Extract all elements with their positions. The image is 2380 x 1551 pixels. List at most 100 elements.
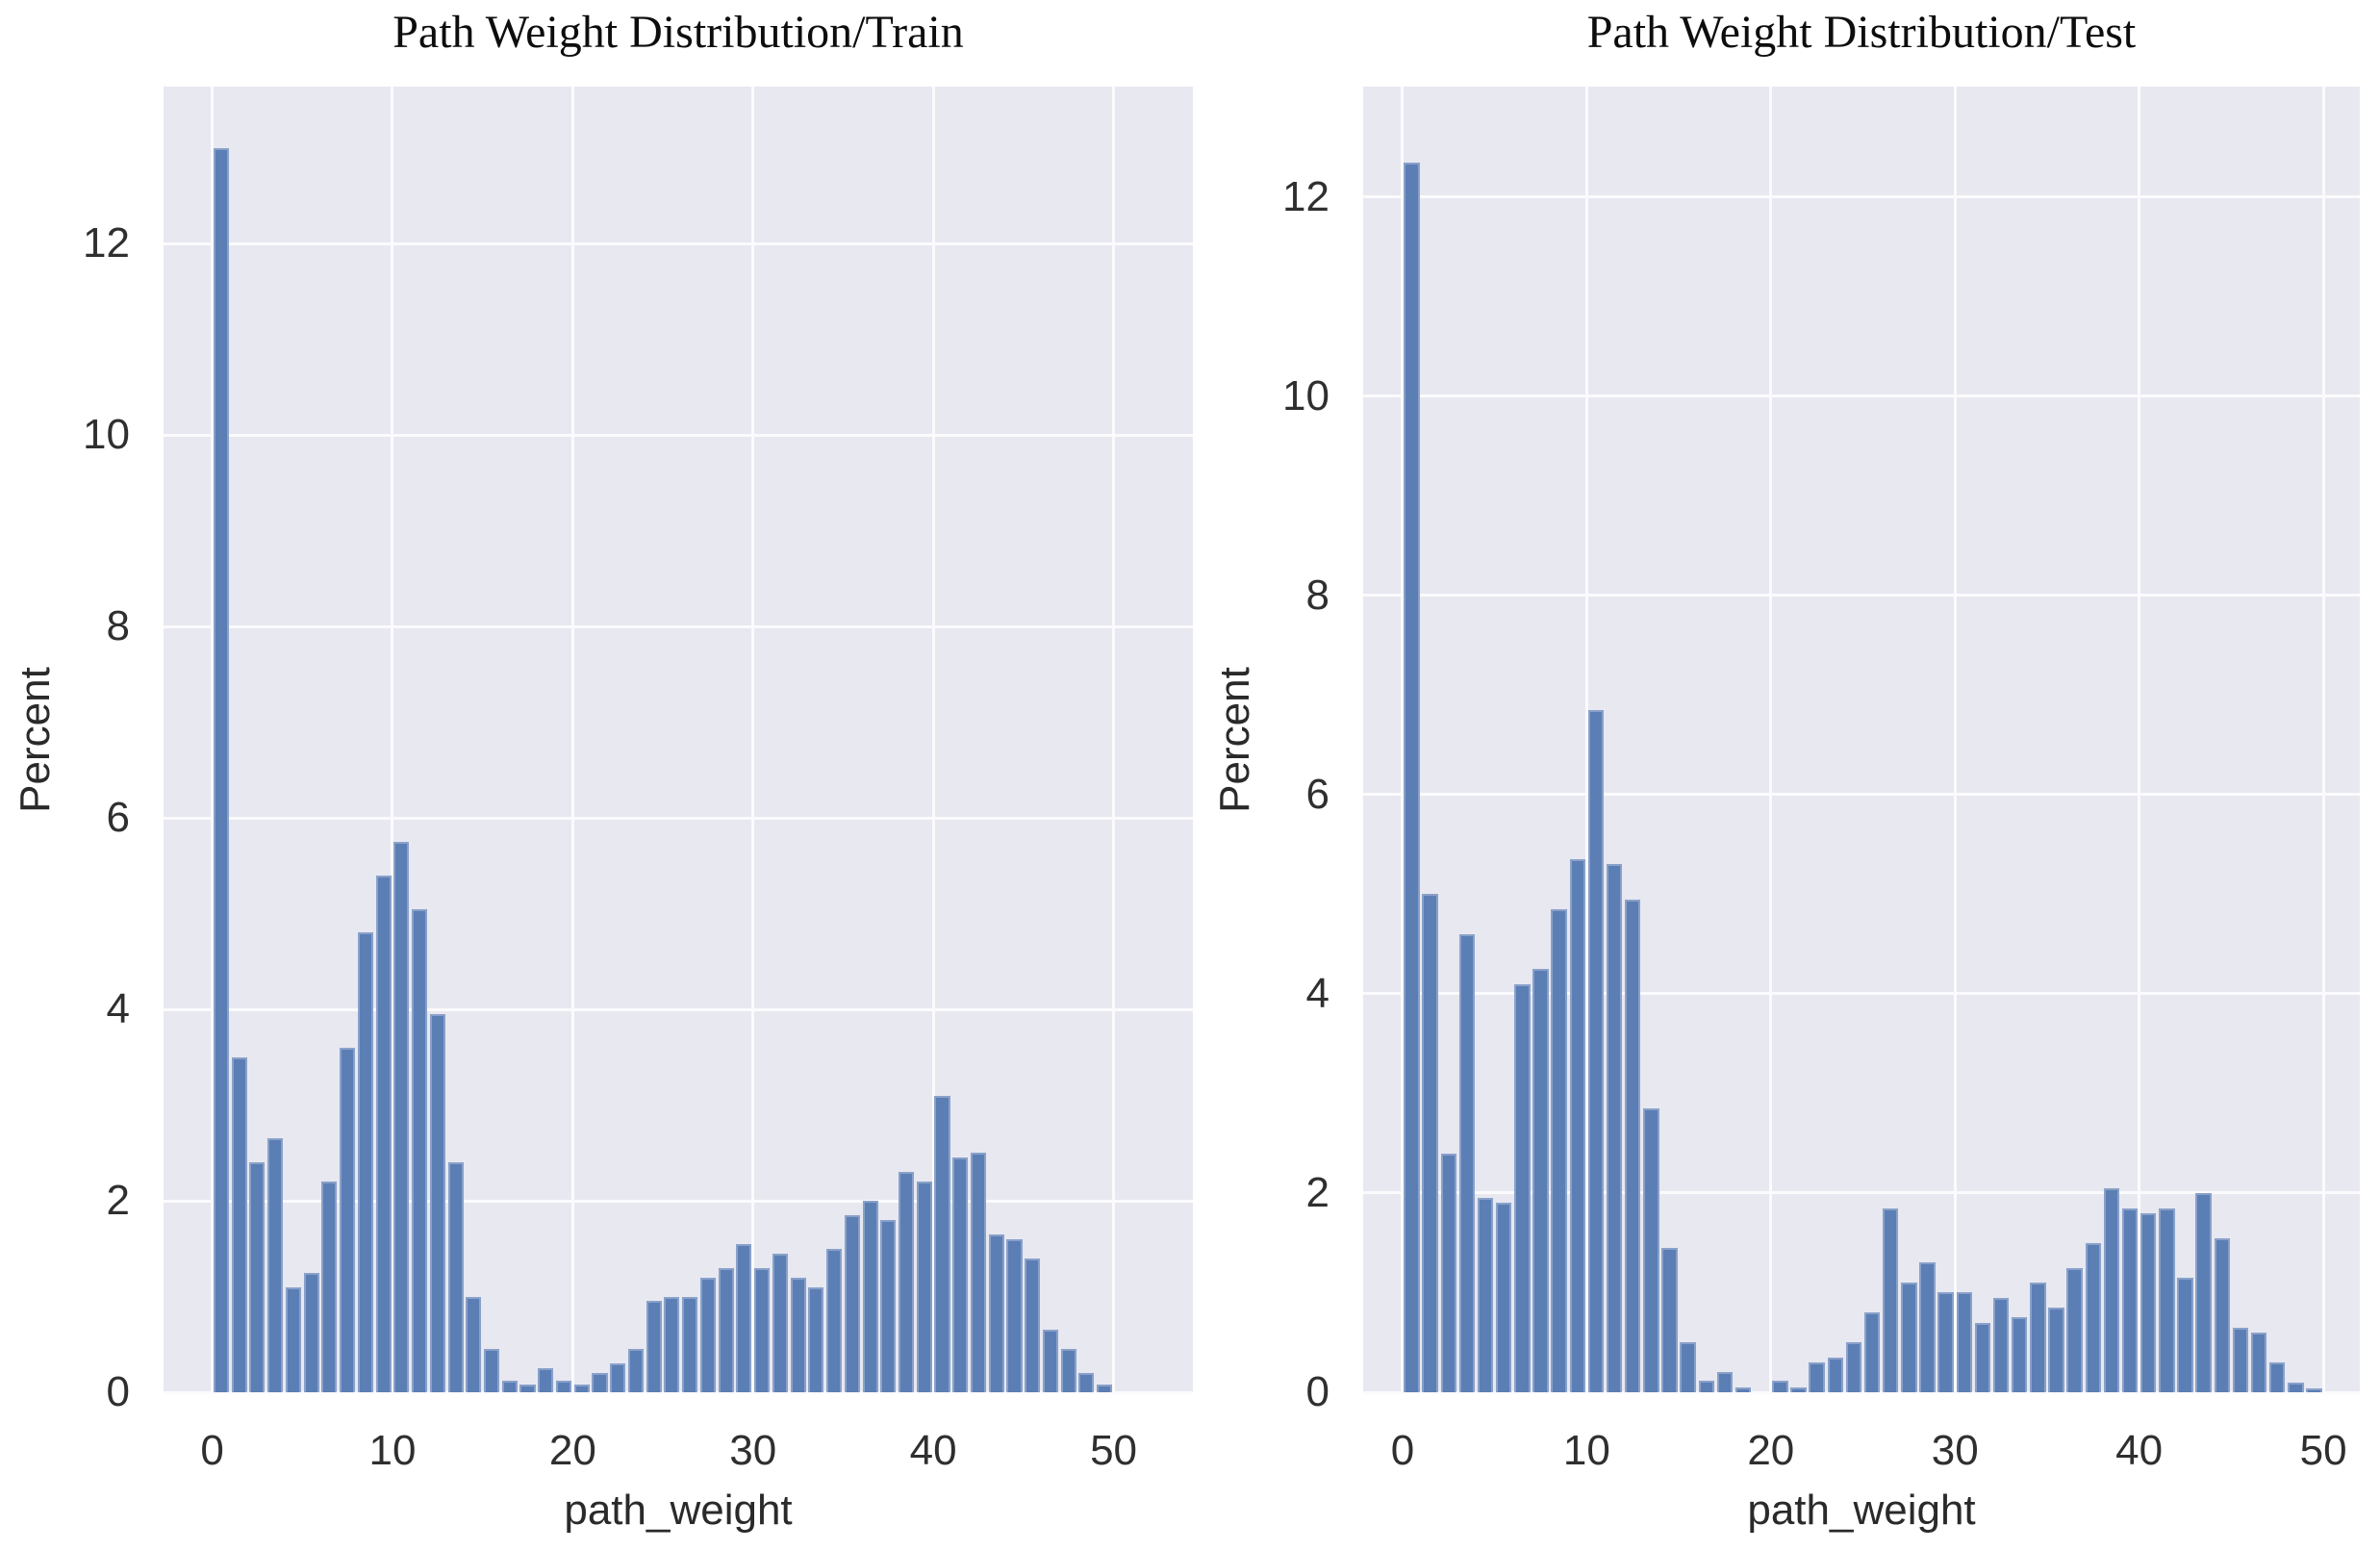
- histogram-bar: [1422, 894, 1438, 1392]
- histogram-bar: [988, 1233, 1004, 1392]
- x-gridline: [1584, 87, 1588, 1392]
- histogram-bar: [1698, 1380, 1715, 1392]
- y-gridline: [164, 624, 1193, 628]
- histogram-bar: [627, 1349, 644, 1392]
- histogram-bar: [880, 1219, 897, 1392]
- y-axis-label: Percent: [12, 666, 59, 813]
- x-tick-label: 20: [548, 1427, 596, 1474]
- histogram-bar: [1006, 1238, 1023, 1392]
- histogram-bar: [1863, 1312, 1881, 1392]
- y-gridline: [1363, 594, 2360, 598]
- histogram-bar: [429, 1014, 445, 1392]
- histogram-bar: [2012, 1317, 2028, 1392]
- histogram-bar: [1661, 1247, 1678, 1392]
- histogram-bar: [1496, 1203, 1512, 1392]
- histogram-bar: [592, 1373, 608, 1392]
- histogram-bar: [790, 1277, 806, 1392]
- histogram-bar: [844, 1214, 860, 1392]
- histogram-bar: [970, 1153, 987, 1392]
- x-gridline: [931, 87, 935, 1392]
- y-tick-label: 10: [1282, 371, 1329, 420]
- histogram-bar: [1404, 162, 1420, 1392]
- histogram-bar: [555, 1381, 572, 1392]
- histogram-bar: [1440, 1153, 1457, 1392]
- histogram-bar: [898, 1172, 915, 1392]
- y-tick-label: 6: [1305, 770, 1329, 818]
- y-tick-label: 10: [83, 411, 130, 459]
- plot-area: [164, 87, 1193, 1394]
- histogram-bar: [1532, 969, 1549, 1392]
- histogram-bar: [1042, 1330, 1058, 1392]
- histogram-bar: [2306, 1387, 2322, 1392]
- histogram-bar: [1716, 1372, 1734, 1392]
- histogram-bar: [1643, 1108, 1659, 1392]
- x-gridline: [1953, 87, 1957, 1392]
- histogram-bar: [1514, 983, 1531, 1392]
- chart-title: Path Weight Distribution/Test: [1586, 7, 2137, 58]
- x-gridline: [1401, 87, 1405, 1392]
- y-tick-label: 12: [1282, 172, 1329, 220]
- histogram-bar: [772, 1253, 788, 1392]
- histogram-bar: [1587, 709, 1605, 1392]
- histogram-bar: [1772, 1380, 1788, 1392]
- histogram-bar: [682, 1296, 698, 1392]
- x-tick-label: 10: [1562, 1427, 1610, 1474]
- histogram-bar: [2121, 1208, 2139, 1392]
- x-gridline: [570, 87, 574, 1392]
- y-tick-label: 12: [83, 219, 130, 267]
- y-tick-label: 8: [1305, 571, 1329, 619]
- x-tick-label: 10: [368, 1427, 417, 1474]
- x-tick-label: 0: [1390, 1427, 1415, 1474]
- y-gridline: [164, 433, 1193, 437]
- x-gridline: [211, 87, 215, 1392]
- histogram-bar: [1625, 899, 1641, 1392]
- y-tick-label: 8: [106, 602, 130, 650]
- histogram-bar: [952, 1157, 969, 1392]
- y-tick-label: 2: [1305, 1168, 1329, 1216]
- y-gridline: [164, 242, 1193, 245]
- histogram-bar: [447, 1162, 464, 1392]
- x-axis-label: path_weight: [1747, 1487, 1976, 1534]
- histogram-bar: [357, 932, 373, 1392]
- y-gridline: [1363, 394, 2360, 398]
- y-gridline: [164, 816, 1193, 820]
- histogram-bar: [934, 1095, 950, 1392]
- y-tick-label: 0: [106, 1368, 130, 1415]
- histogram-bar: [1790, 1386, 1807, 1392]
- histogram-bar: [718, 1267, 734, 1392]
- y-gridline: [1363, 195, 2360, 199]
- histogram-bar: [826, 1248, 843, 1392]
- histogram-bar: [412, 908, 428, 1392]
- histogram-bar: [1060, 1349, 1076, 1392]
- histogram-bar: [664, 1296, 680, 1392]
- x-axis-label: path_weight: [564, 1487, 793, 1534]
- chart-title: Path Weight Distribution/Train: [392, 7, 964, 58]
- x-tick-label: 40: [2115, 1427, 2164, 1474]
- histogram-bar: [2177, 1277, 2193, 1392]
- histogram-bar: [2066, 1267, 2083, 1392]
- histogram-bar: [736, 1243, 752, 1392]
- histogram-bar: [501, 1381, 518, 1392]
- histogram-bar: [2232, 1327, 2249, 1392]
- histogram-bar: [483, 1349, 500, 1392]
- histogram-bar: [1937, 1292, 1954, 1392]
- histogram-bar: [808, 1286, 824, 1392]
- x-gridline: [1112, 87, 1116, 1392]
- histogram-bar: [862, 1201, 878, 1392]
- histogram-bar: [2214, 1237, 2231, 1392]
- histogram-bar: [1606, 864, 1623, 1392]
- histogram-bar: [1078, 1373, 1095, 1392]
- histogram-bar: [916, 1182, 932, 1392]
- y-tick-label: 0: [1305, 1368, 1329, 1415]
- histogram-bar: [1025, 1258, 1041, 1392]
- x-tick-label: 40: [909, 1427, 957, 1474]
- histogram-bar: [303, 1272, 319, 1392]
- histogram-bar: [754, 1267, 771, 1392]
- histogram-bar: [2250, 1332, 2267, 1392]
- histogram-bar: [1956, 1292, 1973, 1392]
- histogram-bar: [1974, 1322, 1991, 1392]
- histogram-bar: [2048, 1308, 2064, 1392]
- y-tick-label: 4: [106, 985, 130, 1033]
- histogram-bar: [1734, 1386, 1752, 1392]
